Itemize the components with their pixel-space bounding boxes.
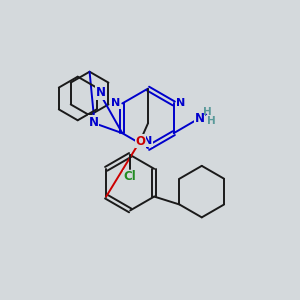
- Text: N: N: [88, 116, 98, 129]
- Text: N: N: [111, 98, 120, 108]
- Text: O: O: [135, 135, 145, 148]
- Text: N: N: [95, 86, 106, 99]
- Text: N: N: [194, 112, 205, 125]
- Text: N: N: [143, 136, 153, 146]
- Text: Cl: Cl: [124, 170, 136, 183]
- Text: H: H: [203, 107, 212, 117]
- Text: H: H: [207, 116, 216, 126]
- Text: N: N: [176, 98, 185, 108]
